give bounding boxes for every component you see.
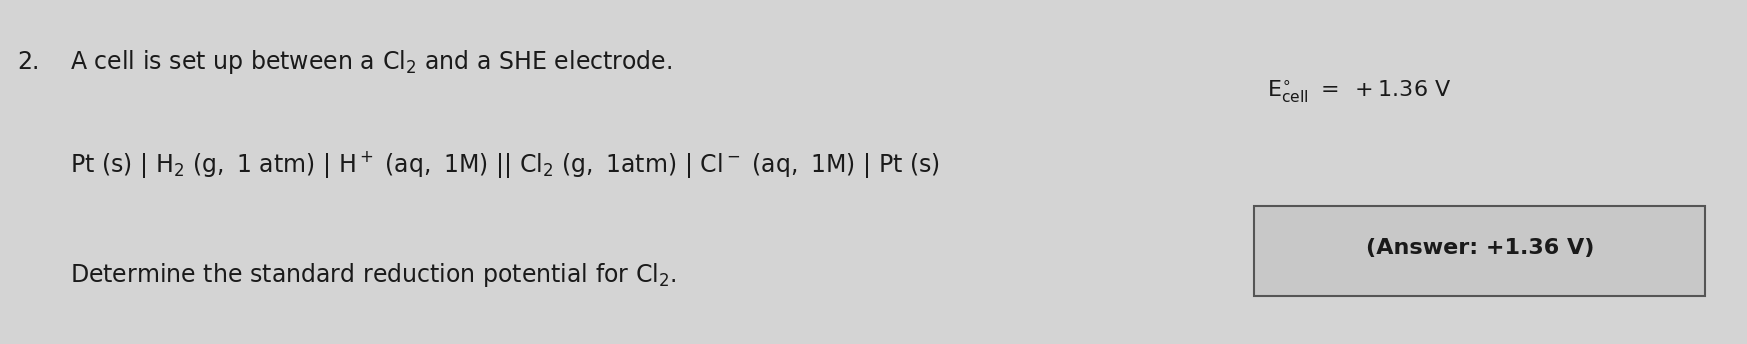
- Text: (Answer: +1.36 V): (Answer: +1.36 V): [1366, 238, 1593, 258]
- Text: $\mathrm{Determine\ the\ standard\ reduction\ potential\ for\ Cl_2.}$: $\mathrm{Determine\ the\ standard\ reduc…: [70, 261, 676, 289]
- Text: $\mathrm{A\ cell\ is\ set\ up\ between\ a\ Cl_2\ and\ a\ SHE\ electrode.}$: $\mathrm{A\ cell\ is\ set\ up\ between\ …: [70, 48, 673, 76]
- Text: 2.: 2.: [17, 50, 40, 74]
- Text: $\mathrm{E^{\circ}_{cell}\ =\ +1.36\ V}$: $\mathrm{E^{\circ}_{cell}\ =\ +1.36\ V}$: [1267, 78, 1452, 105]
- Text: $\mathrm{Pt\ (s)\ |\ H_2\ (g,\ 1\ atm)\ |\ H^+\ (aq,\ 1M)\ ||\ Cl_2\ (g,\ 1atm)\: $\mathrm{Pt\ (s)\ |\ H_2\ (g,\ 1\ atm)\ …: [70, 149, 940, 180]
- FancyBboxPatch shape: [1254, 206, 1705, 296]
